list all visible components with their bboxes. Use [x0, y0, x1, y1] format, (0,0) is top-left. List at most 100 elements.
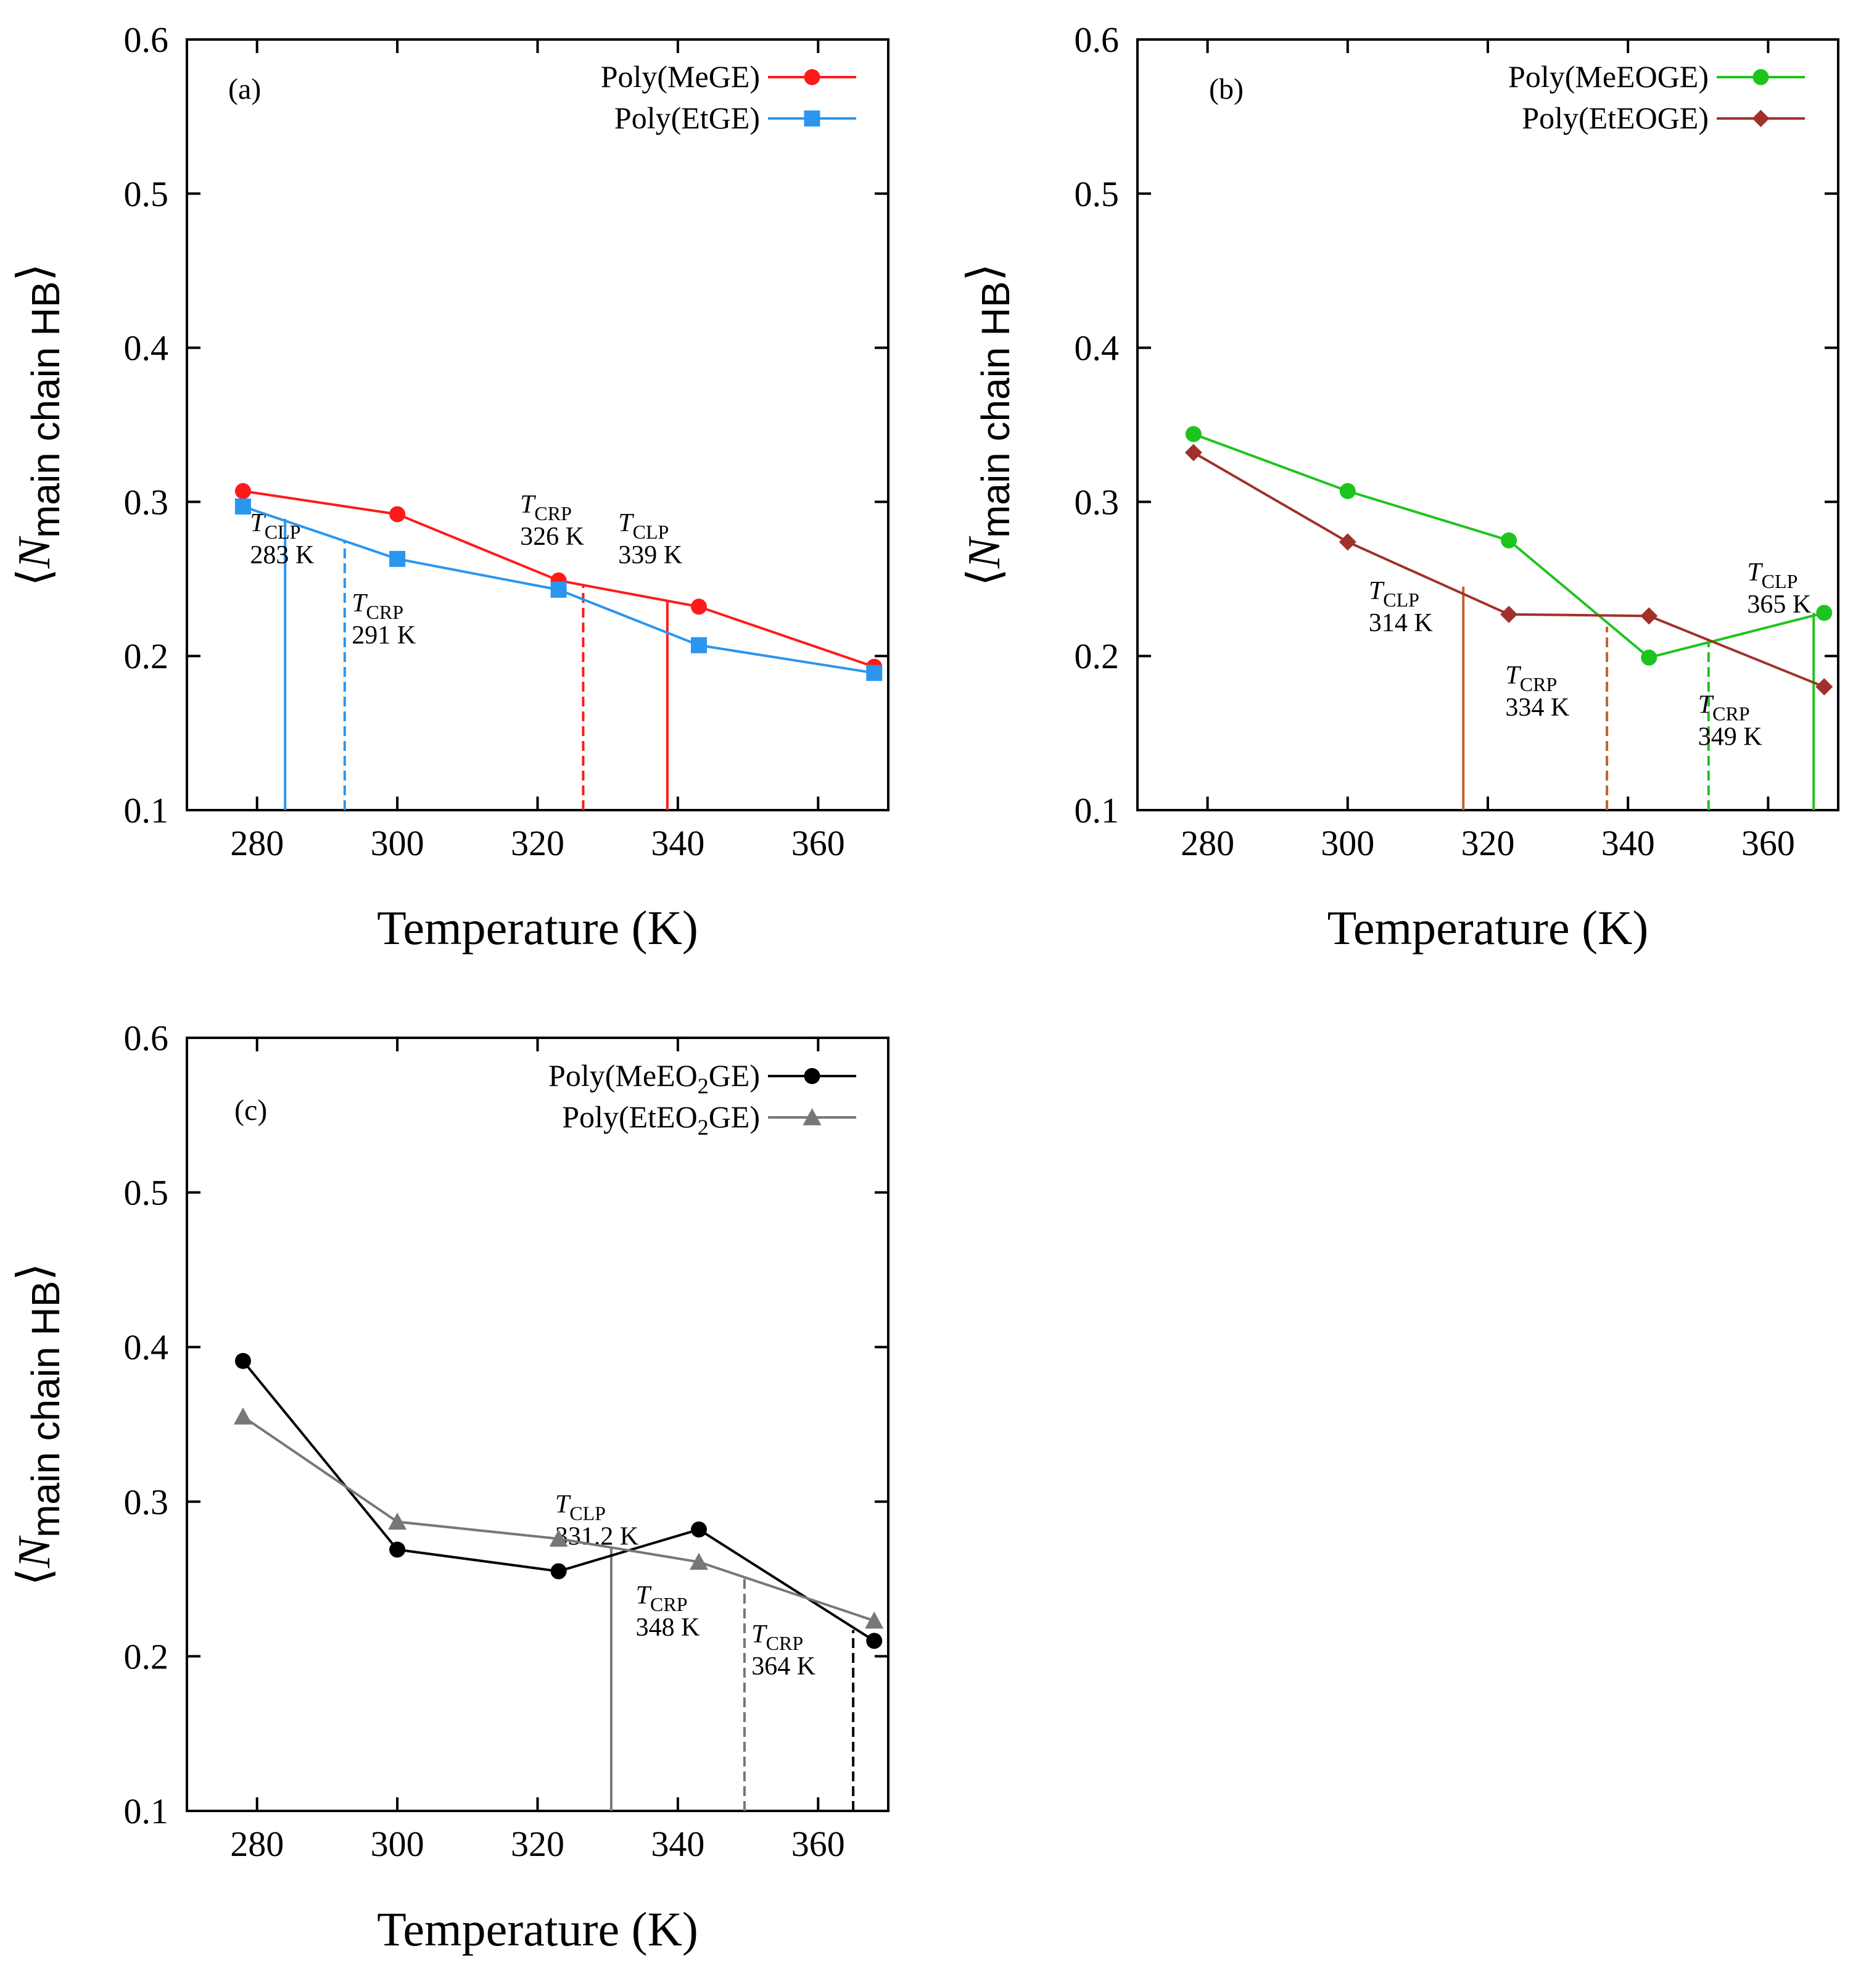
transition-subscript: CRP	[1712, 703, 1749, 725]
transition-label: TCLP	[250, 509, 300, 543]
y-tick-label: 0.4	[124, 1327, 169, 1367]
data-point[interactable]	[866, 1633, 883, 1649]
data-point[interactable]	[1641, 649, 1657, 666]
transition-label: TCRP	[352, 589, 403, 623]
x-tick-label: 280	[230, 1824, 284, 1864]
data-point[interactable]	[1339, 533, 1356, 551]
y-axis-title-subscript: main chain HB	[23, 1281, 68, 1538]
transition-symbol: T	[1698, 691, 1714, 719]
y-tick-label: 0.5	[124, 174, 169, 214]
y-tick-label: 0.4	[1075, 328, 1120, 368]
panel-label: (c)	[234, 1094, 267, 1127]
data-point[interactable]	[388, 1512, 407, 1530]
data-point[interactable]	[691, 1521, 708, 1538]
legend-marker	[804, 1068, 820, 1084]
transition-subscript: CRP	[366, 601, 403, 623]
transition-symbol: T	[555, 1490, 571, 1518]
y-axis-title-symbol: N	[9, 536, 60, 569]
legend-label-part: GE)	[709, 1058, 760, 1093]
data-point[interactable]	[549, 1529, 568, 1547]
data-point[interactable]	[550, 1563, 567, 1580]
data-point[interactable]	[389, 1541, 406, 1558]
transition-symbol: T	[1369, 577, 1385, 605]
data-point[interactable]	[233, 1407, 252, 1425]
transition-subscript: CLP	[1383, 589, 1419, 611]
legend-label-part: Poly(MeGE)	[601, 59, 760, 94]
transition-label: TCLP	[1369, 577, 1419, 611]
data-point[interactable]	[1816, 605, 1833, 621]
panel-label: (b)	[1209, 73, 1244, 106]
data-point[interactable]	[865, 1611, 884, 1629]
y-tick-label: 0.4	[124, 328, 169, 368]
data-point[interactable]	[690, 1552, 709, 1570]
transition-symbol: T	[751, 1620, 767, 1649]
x-tick-label: 360	[791, 1824, 845, 1864]
y-axis-title-subscript: main chain HB	[973, 281, 1018, 538]
y-tick-label: 0.2	[124, 1636, 169, 1676]
y-tick-label: 0.3	[124, 482, 169, 522]
data-point[interactable]	[691, 598, 708, 615]
x-tick-label: 360	[1741, 823, 1795, 863]
data-point[interactable]	[1185, 426, 1202, 442]
transition-symbol: T	[1747, 558, 1763, 587]
y-tick-label: 0.6	[1075, 20, 1120, 60]
data-point[interactable]	[691, 637, 708, 653]
transition-symbol: T	[520, 491, 536, 519]
legend-label: Poly(MeEO2GE)	[548, 1058, 760, 1098]
transition-value: 365 K	[1747, 590, 1811, 619]
x-axis-title: Temperature (K)	[377, 1902, 698, 1956]
legend-label-part: Poly(EtEOGE)	[1522, 101, 1709, 135]
transition-value: 348 K	[636, 1613, 700, 1642]
data-point[interactable]	[389, 550, 406, 567]
data-point[interactable]	[234, 1352, 251, 1369]
data-point[interactable]	[1184, 444, 1202, 462]
y-axis-title-open: ⟨	[959, 568, 1010, 586]
legend-marker	[1752, 110, 1770, 127]
transition-label: TCRP	[520, 491, 572, 524]
transition-subscript: CRP	[766, 1632, 803, 1654]
data-point[interactable]	[866, 665, 883, 681]
transition-subscript: CLP	[1762, 570, 1798, 592]
data-point[interactable]	[1500, 605, 1518, 623]
transition-value: 291 K	[352, 621, 416, 650]
legend-label-subscript: 2	[698, 1074, 709, 1098]
data-point[interactable]	[1815, 678, 1833, 696]
data-point[interactable]	[1339, 483, 1356, 499]
y-tick-label: 0.1	[124, 790, 169, 830]
transition-symbol: T	[1505, 661, 1521, 690]
data-point[interactable]	[1501, 532, 1517, 549]
y-tick-label: 0.6	[124, 1018, 169, 1058]
data-point[interactable]	[234, 483, 251, 499]
x-tick-label: 340	[1601, 823, 1655, 863]
legend-label-part: Poly(EtEO	[562, 1100, 697, 1134]
plot-frame	[186, 1037, 889, 1812]
y-axis-title-close: ⟩	[959, 263, 1010, 281]
transition-value: 339 K	[618, 541, 682, 569]
transition-value: 364 K	[751, 1652, 815, 1681]
x-tick-label: 360	[791, 823, 845, 863]
x-tick-label: 320	[1461, 823, 1515, 863]
transition-value: 334 K	[1505, 694, 1569, 722]
x-tick-label: 320	[511, 823, 564, 863]
legend-marker	[804, 110, 820, 126]
legend-label-part: GE)	[709, 1100, 760, 1134]
y-axis-title-close: ⟩	[9, 1263, 60, 1281]
transition-value: 326 K	[520, 523, 584, 551]
transition-subscript: CRP	[534, 502, 571, 524]
transition-symbol: T	[618, 509, 634, 537]
transition-symbol: T	[352, 589, 368, 618]
transition-label: TCRP	[751, 1620, 803, 1654]
legend-label: Poly(EtGE)	[614, 101, 760, 135]
y-tick-label: 0.5	[1075, 174, 1120, 214]
y-axis-title-symbol: N	[959, 536, 1010, 569]
x-axis-title: Temperature (K)	[377, 901, 698, 955]
data-point[interactable]	[1640, 607, 1658, 625]
x-tick-label: 300	[1321, 823, 1374, 863]
y-axis-title: ⟨Nmain chain HB⟩	[959, 263, 1018, 586]
data-point[interactable]	[550, 581, 567, 598]
y-tick-label: 0.1	[124, 1791, 169, 1831]
data-point[interactable]	[389, 506, 406, 523]
data-point[interactable]	[234, 498, 251, 515]
transition-value: 283 K	[250, 541, 314, 569]
y-axis-title-open: ⟨	[9, 568, 60, 586]
